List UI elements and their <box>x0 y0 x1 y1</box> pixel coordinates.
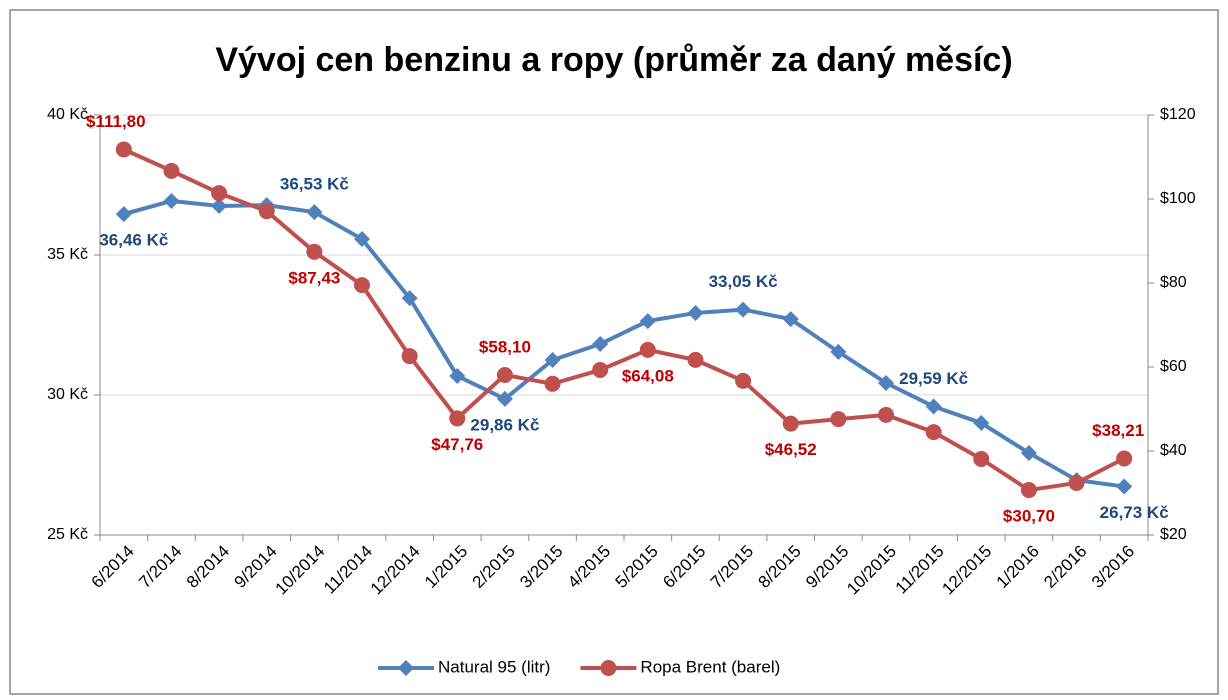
marker <box>925 424 942 441</box>
series-line <box>122 147 1126 493</box>
marker <box>496 366 513 383</box>
marker <box>830 343 847 360</box>
data-label: $30,70 <box>1003 507 1055 526</box>
data-label: 33,05 Kč <box>709 272 778 291</box>
data-label: 26,73 Kč <box>1100 503 1169 522</box>
y2-tick-label: $100 <box>1160 190 1196 207</box>
marker <box>973 415 990 431</box>
marker <box>401 290 418 307</box>
legend-label: Ropa Brent (barel) <box>640 657 780 676</box>
marker <box>782 415 799 432</box>
marker <box>735 301 752 318</box>
chart-frame <box>9 9 1219 695</box>
data-label: $111,80 <box>86 112 146 131</box>
marker <box>592 336 609 353</box>
data-label: $38,21 <box>1092 421 1144 440</box>
marker <box>1068 474 1085 491</box>
marker <box>973 450 990 467</box>
marker <box>639 341 656 358</box>
y2-tick-label: $40 <box>1160 442 1187 459</box>
legend-label: Natural 95 (litr) <box>438 657 550 676</box>
y-tick-label: 35 Kč <box>47 246 88 263</box>
marker <box>544 352 561 368</box>
series-line <box>123 198 1125 489</box>
legend-marker <box>398 660 414 676</box>
y2-tick-label: $80 <box>1160 274 1187 291</box>
y2-tick-label: $120 <box>1160 106 1196 123</box>
data-label: 36,53 Kč <box>280 175 349 194</box>
chart-title: Vývoj cen benzinu a ropy (průměr za daný… <box>215 41 1012 79</box>
marker <box>1020 482 1037 499</box>
marker <box>306 243 323 260</box>
marker <box>1116 478 1133 495</box>
marker <box>449 410 466 427</box>
marker <box>306 204 323 221</box>
data-label: 29,86 Kč <box>470 415 539 434</box>
marker <box>687 351 704 368</box>
marker <box>1020 444 1037 461</box>
marker <box>925 398 942 415</box>
marker <box>735 372 752 389</box>
marker <box>544 375 561 392</box>
marker <box>211 185 228 202</box>
marker <box>639 313 656 330</box>
marker <box>115 141 132 158</box>
marker <box>163 162 180 179</box>
y-tick-label: 25 Kč <box>47 526 88 543</box>
marker <box>115 206 132 223</box>
y2-tick-label: $20 <box>1160 526 1187 543</box>
data-label: $58,10 <box>479 337 531 356</box>
marker <box>496 390 513 407</box>
data-label: 36,46 Kč <box>99 231 168 250</box>
marker <box>354 277 370 294</box>
marker <box>1116 450 1133 467</box>
marker <box>830 411 847 428</box>
y-tick-label: 30 Kč <box>47 386 88 403</box>
marker <box>878 406 894 423</box>
y-tick-label: 40 Kč <box>47 106 88 123</box>
legend-marker <box>600 660 617 676</box>
marker <box>878 374 894 391</box>
marker <box>163 192 180 209</box>
marker <box>258 203 275 220</box>
marker <box>354 231 370 248</box>
marker <box>401 348 418 365</box>
data-label: $64,08 <box>622 366 674 385</box>
y2-tick-label: $60 <box>1160 358 1187 375</box>
marker <box>449 367 466 384</box>
marker <box>592 361 609 378</box>
data-label: $46,52 <box>765 440 817 459</box>
marker <box>211 198 228 214</box>
marker <box>687 304 704 321</box>
data-label: $47,76 <box>431 435 483 454</box>
marker <box>782 311 799 328</box>
data-label: 29,59 Kč <box>899 369 968 388</box>
data-label: $87,43 <box>288 268 340 287</box>
